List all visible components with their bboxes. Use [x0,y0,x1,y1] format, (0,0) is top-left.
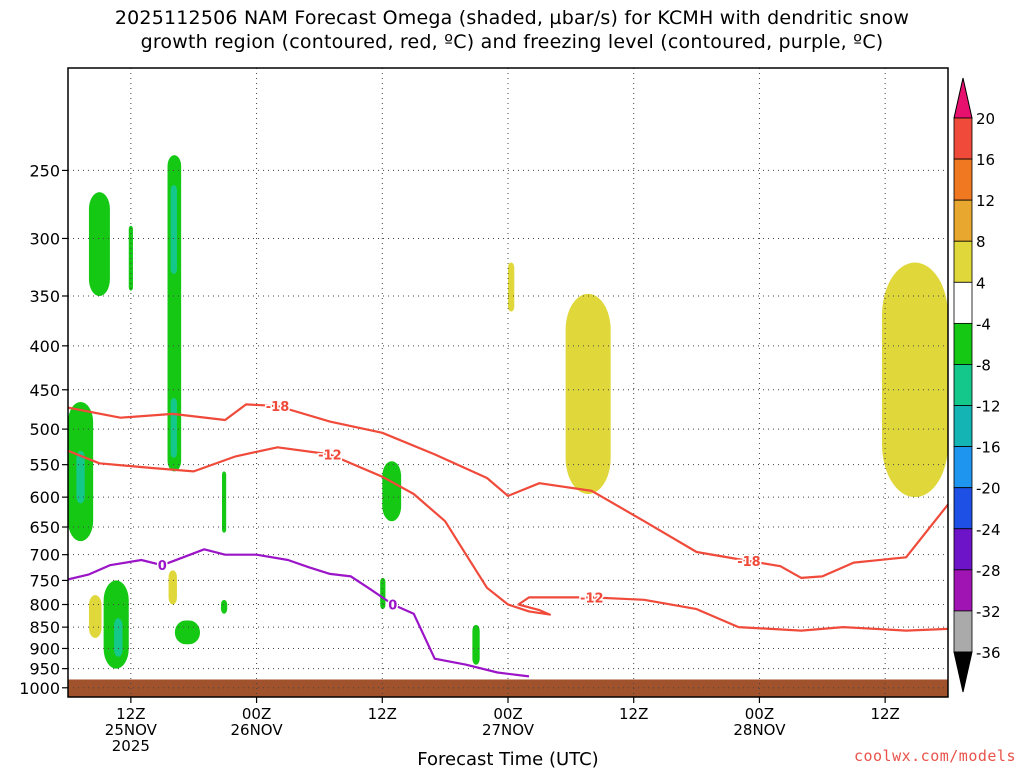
contour--18 [68,403,948,579]
colorbar-label: 20 [976,110,995,128]
x-tick-label: 12Z [116,705,145,723]
contour--12 [68,446,948,632]
x-tick-label: 26NOV [231,721,284,739]
colorbar-band [953,281,973,324]
omega-shade--8 [222,471,227,533]
colorbar-label: -16 [976,439,1001,457]
x-axis-label: Forecast Time (UTC) [417,749,598,768]
colorbar-label: -4 [976,315,991,333]
y-tick-label: 300 [29,229,60,248]
omega-shade--12 [170,397,177,458]
y-tick-label: 500 [29,420,60,439]
title-line-1: 2025112506 NAM Forecast Omega (shaded, µ… [114,7,910,29]
contour-label: -18 [266,400,290,415]
omega-shade--8 [472,624,480,665]
omega-shade-4 [168,570,177,605]
y-tick-label: 850 [29,618,60,637]
colorbar-band [953,487,973,530]
colorbar-band [953,158,973,201]
x-tick-label: 2025 [112,737,150,755]
y-tick-label: 650 [29,518,60,537]
omega-shade--8 [382,461,402,522]
x-tick-label: 28NOV [733,721,786,739]
contour-label: -12 [318,448,342,463]
y-tick-label: 750 [29,571,60,590]
contour-label: 0 [388,599,397,614]
contour-0 [68,548,530,678]
omega-shade--8 [174,620,200,645]
y-tick-label: 600 [29,488,60,507]
colorbar-label: -20 [976,480,1001,498]
colorbar-label: 16 [976,151,995,169]
colorbar-band [953,610,973,653]
x-tick-label: 00Z [745,705,774,723]
colorbar-label: -8 [976,356,991,374]
colorbar-label: -32 [976,603,1001,621]
y-tick-label: 800 [29,596,60,615]
y-tick-label: 550 [29,456,60,475]
omega-shade--8 [380,577,386,610]
colorbar-band [953,405,973,448]
colorbar: 20 16 12 8 4 -4 -8 -12 -16 -20 -24 -28 -32 -36 [953,77,1001,693]
contour-label: -12 [580,591,604,606]
colorbar-label: 4 [976,274,986,292]
colorbar-label: -12 [976,398,1001,416]
axes: 250 300 350 400 450 500 550 600 650 700 750 800 850 9… [19,67,949,768]
omega-shade--8 [220,599,228,614]
omega-shade-4 [88,595,102,638]
omega-shade-4 [882,262,948,498]
x-tick-label: 27NOV [482,721,535,739]
plot-area: -18 -18 -12 -12 0 0 [68,68,948,697]
omega-shade-4 [565,293,611,495]
colorbar-label: 12 [976,192,995,210]
y-tick-label: 900 [29,639,60,658]
x-tick-label: 00Z [493,705,522,723]
contour-label: 0 [158,559,167,574]
colorbar-top-arrow [953,77,973,119]
y-tick-label: 950 [29,660,60,679]
colorbar-label: -28 [976,562,1001,580]
y-tick-label: 450 [29,381,60,400]
colorbar-band [953,569,973,612]
colorbar-band [953,199,973,242]
plot-frame [67,67,949,698]
chart-title: 2025112506 NAM Forecast Omega (shaded, µ… [0,6,1024,54]
colorbar-label: 8 [976,233,986,251]
x-tick-label: 00Z [242,705,271,723]
colorbar-label: -36 [976,644,1001,662]
x-tick-label: 12Z [619,705,648,723]
colorbar-band [953,117,973,160]
x-tick-label: 25NOV [105,721,158,739]
title-line-2: growth region (contoured, red, ºC) and f… [140,31,884,53]
colorbar-band [953,446,973,489]
omega-shade--12 [114,618,123,657]
colorbar-band [953,322,973,365]
y-tick-label: 350 [29,287,60,306]
x-tick-label: 12Z [870,705,899,723]
colorbar-band [953,240,973,283]
omega-shade-4 [508,262,515,312]
colorbar-label: -24 [976,521,1001,539]
y-tick-label: 1000 [19,679,60,698]
omega-shade--12 [76,450,85,504]
omega-shade--12 [170,185,177,275]
contour-label: -18 [737,555,761,570]
y-tick-label: 250 [29,161,60,180]
site-credit: coolwx.com/models [853,747,1016,765]
y-tick-label: 700 [29,546,60,565]
colorbar-bottom-arrow [953,651,973,693]
omega-shade--8 [88,192,110,296]
colorbar-band [953,364,973,406]
y-tick-label: 400 [29,337,60,356]
colorbar-band [953,528,973,571]
x-tick-label: 12Z [368,705,397,723]
